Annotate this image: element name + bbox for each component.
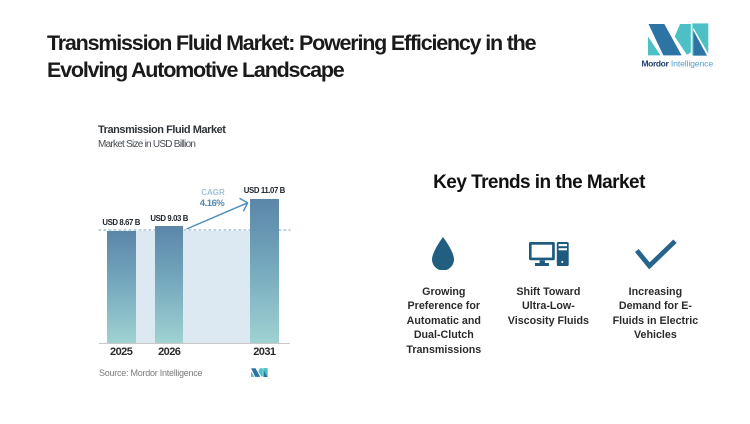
svg-text:Intelligence: Intelligence [671,59,713,69]
svg-text:Mordor: Mordor [642,59,670,69]
